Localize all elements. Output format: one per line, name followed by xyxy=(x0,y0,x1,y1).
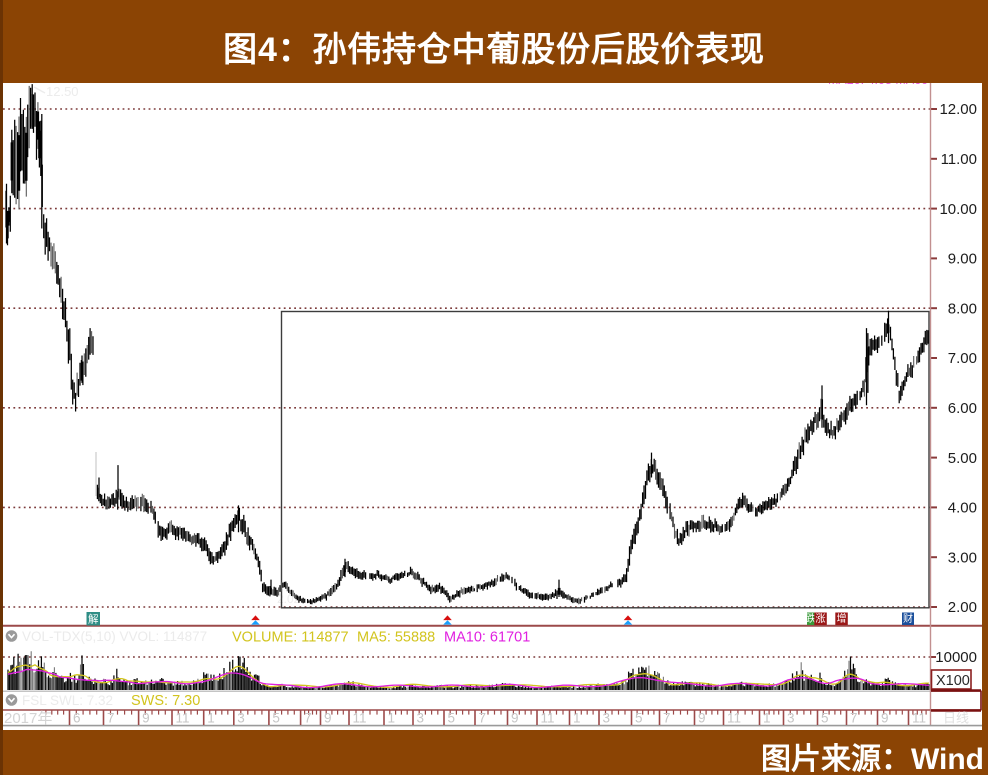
svg-text:6.00: 6.00 xyxy=(948,400,977,417)
svg-text:11.00: 11.00 xyxy=(941,151,977,168)
svg-text:日线: 日线 xyxy=(943,711,969,726)
svg-text:11: 11 xyxy=(353,711,367,726)
svg-text:5.00: 5.00 xyxy=(948,450,977,467)
svg-text:涨: 涨 xyxy=(816,613,826,625)
svg-text:7: 7 xyxy=(107,711,115,726)
svg-text:10000: 10000 xyxy=(935,649,977,666)
svg-text:12.50: 12.50 xyxy=(46,84,79,99)
svg-text:11: 11 xyxy=(727,711,741,726)
svg-text:7: 7 xyxy=(663,711,671,726)
svg-text:11: 11 xyxy=(541,711,555,726)
svg-text:1: 1 xyxy=(573,711,581,726)
svg-text:7: 7 xyxy=(850,711,858,726)
svg-text:VOL-TDX(5,10) VVOL: 114877: VOL-TDX(5,10) VVOL: 114877 xyxy=(22,629,207,644)
svg-text:11: 11 xyxy=(176,711,190,726)
svg-text:MA10: 61701: MA10: 61701 xyxy=(444,630,530,646)
svg-text:财: 财 xyxy=(903,612,913,625)
svg-text:11: 11 xyxy=(912,711,926,726)
svg-text:FSL SWL: 7.32: FSL SWL: 7.32 xyxy=(22,693,113,708)
svg-text:5: 5 xyxy=(448,711,456,726)
svg-text:X100: X100 xyxy=(936,673,970,689)
svg-text:1: 1 xyxy=(763,711,771,726)
svg-text:7: 7 xyxy=(304,711,312,726)
svg-text:9: 9 xyxy=(881,711,889,726)
svg-text:9: 9 xyxy=(324,711,332,726)
svg-text:7.00: 7.00 xyxy=(948,350,977,367)
svg-text:1: 1 xyxy=(388,711,396,726)
svg-text:4.00: 4.00 xyxy=(948,500,977,517)
svg-text:解: 解 xyxy=(88,613,99,626)
svg-text:VOLUME: 114877: VOLUME: 114877 xyxy=(232,630,349,646)
svg-text:2017年: 2017年 xyxy=(4,710,52,727)
svg-text:3.00: 3.00 xyxy=(948,549,977,566)
svg-text:3: 3 xyxy=(417,711,425,726)
svg-text:3: 3 xyxy=(237,711,245,726)
svg-text:增: 增 xyxy=(837,612,847,625)
svg-text:9: 9 xyxy=(142,711,150,726)
svg-text:12.00: 12.00 xyxy=(939,101,977,118)
svg-text:9.00: 9.00 xyxy=(948,251,977,268)
svg-text:5: 5 xyxy=(272,711,280,726)
svg-text:10.00: 10.00 xyxy=(939,201,977,218)
svg-text:5: 5 xyxy=(635,711,643,726)
svg-text:SWS: 7.30: SWS: 7.30 xyxy=(131,693,200,709)
svg-text:1: 1 xyxy=(207,711,215,726)
svg-text:5: 5 xyxy=(821,711,829,726)
svg-text:9: 9 xyxy=(698,711,706,726)
svg-text:6: 6 xyxy=(73,711,81,726)
svg-text:跌: 跌 xyxy=(806,612,816,625)
svg-text:3: 3 xyxy=(787,711,795,726)
svg-text:7: 7 xyxy=(479,711,487,726)
svg-text:8.00: 8.00 xyxy=(948,300,977,317)
svg-text:2.00: 2.00 xyxy=(948,599,977,616)
svg-text:MA5: 55888: MA5: 55888 xyxy=(357,630,435,646)
svg-text:9: 9 xyxy=(511,711,519,726)
svg-text:3: 3 xyxy=(603,711,611,726)
